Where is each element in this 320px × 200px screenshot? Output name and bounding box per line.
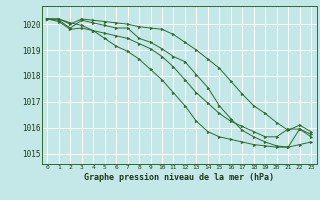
X-axis label: Graphe pression niveau de la mer (hPa): Graphe pression niveau de la mer (hPa) xyxy=(84,173,274,182)
